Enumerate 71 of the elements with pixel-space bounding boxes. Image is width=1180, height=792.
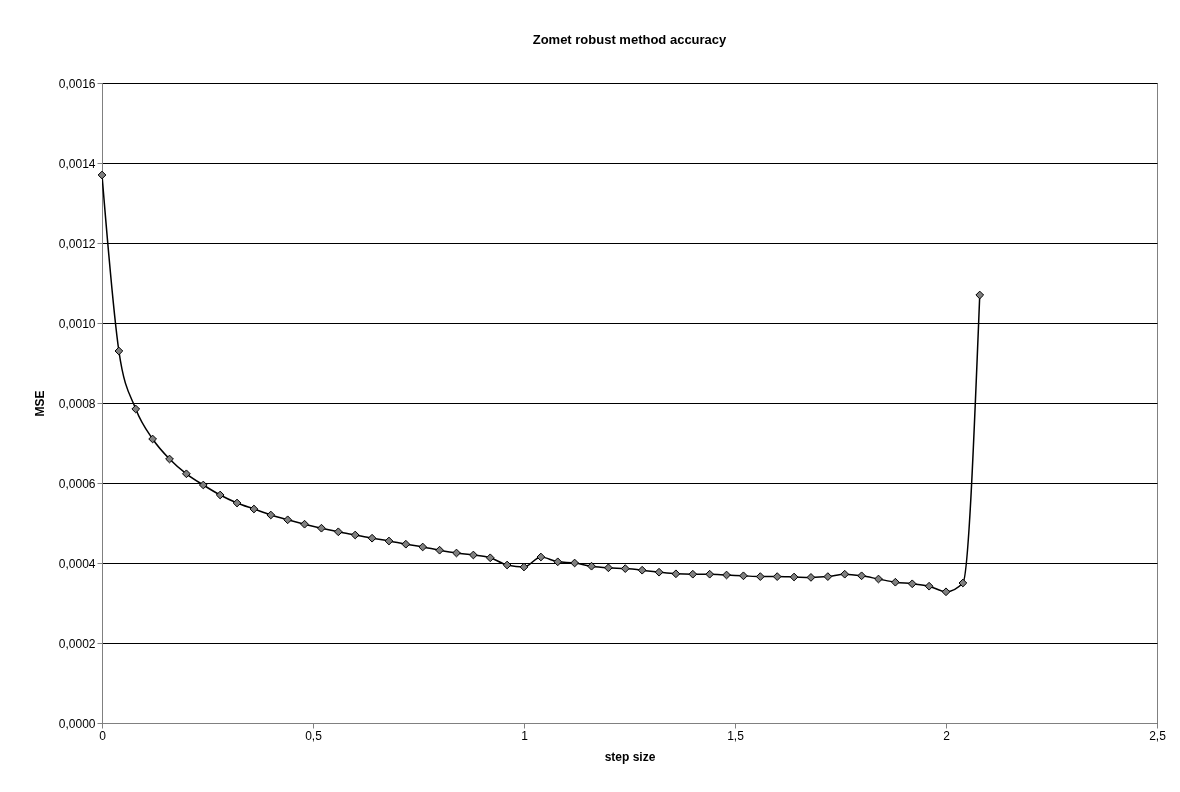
point [97, 170, 107, 180]
x-axis-title: step size [604, 749, 656, 764]
point [789, 572, 799, 582]
x-tick-label: 2 [943, 728, 951, 743]
point [350, 530, 360, 540]
point [958, 578, 968, 588]
point [468, 550, 478, 560]
point [975, 290, 985, 300]
point [131, 404, 141, 414]
point [722, 570, 731, 580]
point [840, 569, 850, 579]
point [317, 523, 326, 533]
y-tick-label: 0,0006 [58, 476, 96, 491]
point [739, 571, 748, 581]
point [654, 567, 664, 577]
point [823, 572, 833, 581]
point [924, 581, 934, 591]
point [772, 572, 782, 581]
y-tick-label: 0,0012 [58, 236, 96, 251]
y-tick-label: 0,0002 [58, 636, 96, 651]
point [806, 573, 816, 582]
point [198, 480, 208, 490]
point [114, 346, 124, 356]
y-tick-label: 0,0008 [58, 396, 96, 411]
point [367, 533, 377, 543]
point [232, 498, 242, 508]
point [536, 552, 546, 562]
point [418, 542, 428, 552]
point [570, 558, 580, 568]
point [890, 577, 900, 587]
point [874, 574, 883, 584]
point [604, 563, 613, 573]
point [857, 571, 866, 581]
x-tick-label: 1 [521, 728, 529, 743]
point [620, 564, 630, 573]
point [637, 565, 647, 575]
point [941, 587, 951, 597]
point [705, 569, 715, 579]
point [165, 454, 174, 464]
y-tick-label: 0,0010 [58, 316, 96, 331]
point [755, 572, 765, 581]
point [688, 569, 698, 579]
y-tick-label: 0,0014 [58, 156, 96, 171]
point [907, 579, 917, 589]
x-tick-label: 0,5 [305, 728, 323, 743]
y-tick-label: 0,0004 [58, 556, 96, 571]
point [553, 557, 563, 567]
point [384, 536, 394, 546]
point [587, 561, 596, 571]
point [182, 469, 191, 479]
x-tick-label: 1,5 [727, 728, 745, 743]
chart-title: Zomet robust method accuracy [532, 32, 728, 47]
point [283, 515, 293, 525]
y-axis-title: MSE [32, 390, 47, 417]
x-tick-label: 2,5 [1149, 728, 1167, 743]
point [300, 519, 309, 529]
point [671, 569, 681, 579]
point [249, 504, 259, 514]
y-tick-label: 0,0016 [58, 76, 96, 91]
y-tick-label: 0,0000 [58, 716, 96, 731]
point [401, 539, 411, 549]
point [148, 434, 158, 444]
point [502, 560, 512, 570]
point [485, 553, 495, 563]
point [266, 510, 276, 520]
point [435, 545, 444, 555]
point [452, 548, 461, 558]
point [519, 562, 529, 572]
point [333, 527, 343, 537]
x-tick-label: 0 [99, 728, 107, 743]
point [215, 490, 225, 500]
